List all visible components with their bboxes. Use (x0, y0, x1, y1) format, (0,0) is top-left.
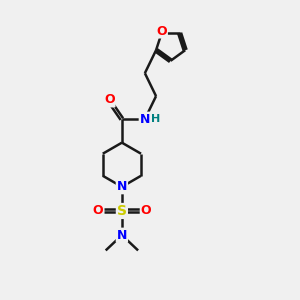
Text: N: N (140, 112, 150, 126)
Text: O: O (156, 25, 167, 38)
Text: O: O (141, 205, 152, 218)
Text: O: O (92, 205, 103, 218)
Text: O: O (104, 94, 115, 106)
Text: N: N (117, 180, 127, 193)
Text: N: N (117, 229, 127, 242)
Text: H: H (152, 114, 161, 124)
Text: S: S (117, 204, 127, 218)
